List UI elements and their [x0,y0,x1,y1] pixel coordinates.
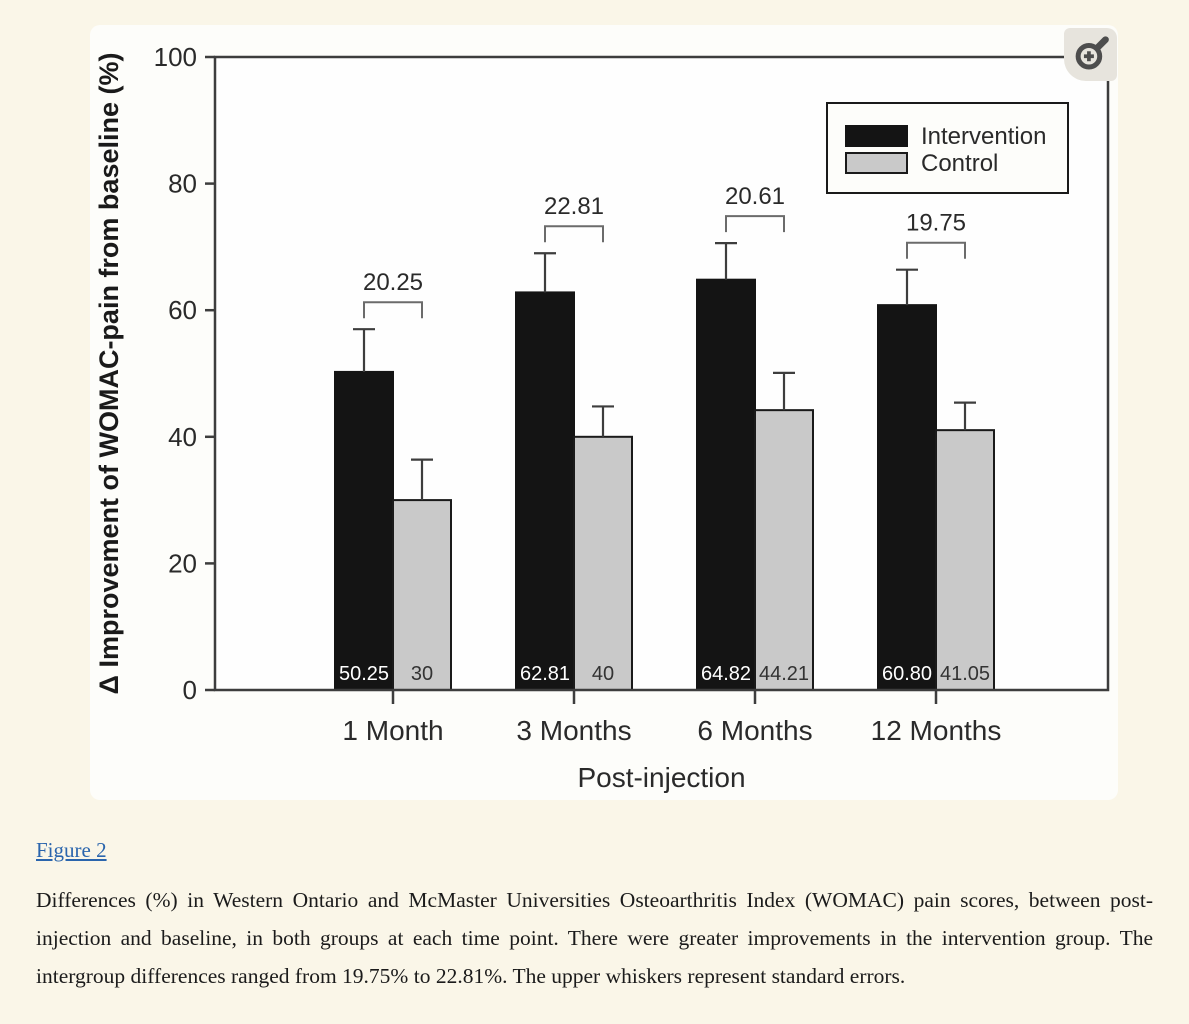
bar-value-label: 30 [411,663,433,685]
bar-control [573,435,633,691]
bar-control [754,409,814,691]
y-tick-label: 100 [154,42,197,72]
difference-bracket [363,301,423,319]
bar-value-label: 41.05 [940,663,990,685]
legend-label: Control [921,150,998,177]
bar-control [392,499,452,691]
figure-card: 50.25 30 20.25 1 Month 62.81 40 22.81 3 Months 6… [90,25,1118,800]
bar-value-label: 44.21 [759,663,809,685]
bar-value-label: 62.81 [520,663,570,685]
y-tick-label: 20 [168,548,197,578]
y-tick-label: 40 [168,422,197,452]
y-tick-label: 60 [168,295,197,325]
legend-label: Intervention [921,123,1046,150]
difference-label: 19.75 [906,210,966,237]
bar-control [935,429,995,691]
zoom-button[interactable] [1064,28,1117,81]
bar-intervention [334,370,394,691]
x-category-label: 3 Months [516,715,631,746]
figure-caption: Differences (%) in Western Ontario and M… [36,888,1153,988]
y-tick-label: 80 [168,169,197,199]
difference-bracket [725,215,785,233]
difference-bracket [544,225,604,243]
difference-bracket [906,241,966,259]
bar-value-label: 50.25 [339,663,389,685]
x-category-label: 6 Months [697,715,812,746]
bar-value-label: 60.80 [882,663,932,685]
difference-label: 20.25 [363,269,423,296]
x-category-label: 12 Months [871,715,1002,746]
x-axis-title: Post-injection [577,762,745,793]
legend-swatch [845,152,908,174]
legend-swatch [845,125,908,147]
figure-link[interactable]: Figure 2 [36,838,107,862]
womac-bar-chart: 50.25 30 20.25 1 Month 62.81 40 22.81 3 Months 6… [94,42,1110,793]
bar-value-label: 64.82 [701,663,751,685]
magnifier-plus-icon [1075,35,1109,70]
x-category-label: 1 Month [342,715,443,746]
y-axis-title: Δ Improvement of WOMAC-pain from baselin… [94,53,124,695]
y-tick-label: 0 [183,675,197,705]
bar-value-label: 40 [592,663,614,685]
bar-intervention [877,304,937,691]
bar-intervention [696,278,756,692]
difference-label: 20.61 [725,183,785,210]
legend-box [826,102,1069,194]
plot-frame [213,55,1110,692]
bar-intervention [515,291,575,691]
difference-label: 22.81 [544,193,604,220]
